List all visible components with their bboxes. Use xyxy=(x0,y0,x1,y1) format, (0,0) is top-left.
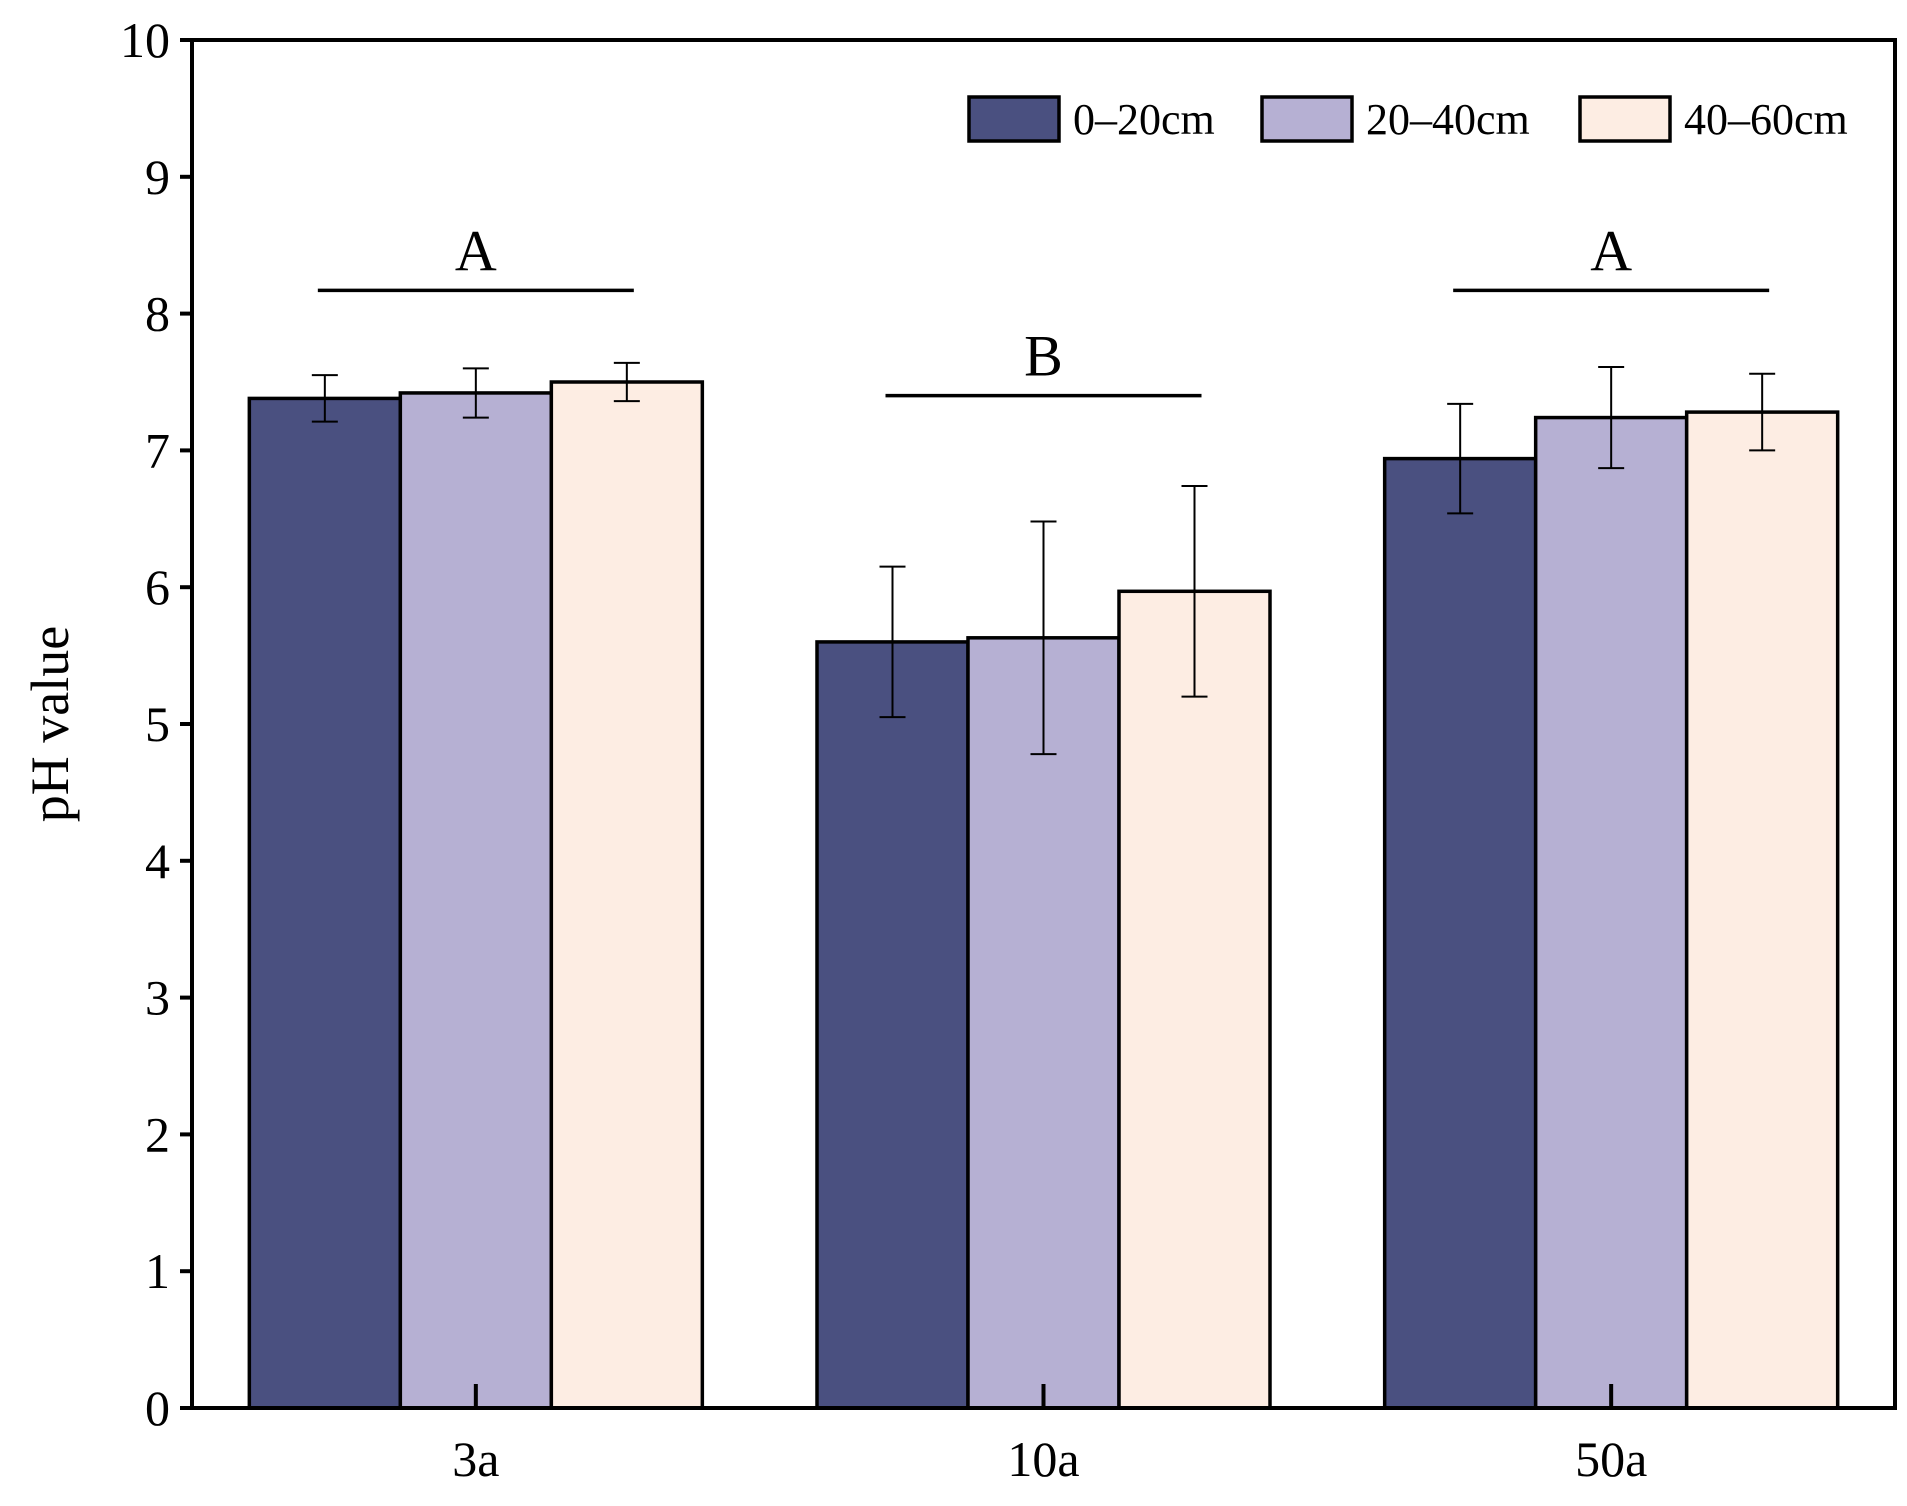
y-tick-label: 1 xyxy=(145,1243,170,1299)
legend-label: 40–60cm xyxy=(1684,95,1848,144)
legend: 0–20cm 20–40cm 40–60cm xyxy=(967,95,1848,144)
y-axis-title: pH value xyxy=(20,626,80,822)
y-axis-ticks: 0 1 2 3 4 5 6 7 8 9 10 xyxy=(120,12,192,1436)
y-tick-label: 7 xyxy=(145,422,170,478)
legend-swatch xyxy=(1578,95,1672,143)
significance-label: A xyxy=(455,218,497,283)
bar-3a-1 xyxy=(398,391,554,1410)
legend-label: 20–40cm xyxy=(1366,95,1530,144)
y-tick-label: 2 xyxy=(145,1106,170,1162)
legend-swatch xyxy=(967,95,1061,143)
plot-area xyxy=(247,361,1840,1410)
y-tick-label: 4 xyxy=(145,833,170,889)
bar-3a-2 xyxy=(549,380,705,1410)
significance-label: A xyxy=(1590,218,1632,283)
y-tick-label: 6 xyxy=(145,559,170,615)
y-tick-label: 3 xyxy=(145,970,170,1026)
x-tick-label: 3a xyxy=(452,1431,499,1487)
bar-50a-0 xyxy=(1382,456,1538,1410)
y-tick-label: 9 xyxy=(145,149,170,205)
legend-label: 0–20cm xyxy=(1073,95,1215,144)
y-tick-label: 10 xyxy=(120,12,170,68)
y-tick-label: 5 xyxy=(145,696,170,752)
x-tick-label: 50a xyxy=(1575,1431,1647,1487)
bar-10a-2 xyxy=(1117,589,1272,1410)
significance-label: B xyxy=(1024,324,1063,389)
y-tick-label: 0 xyxy=(145,1380,170,1436)
x-axis-ticks: 3a 10a 50a xyxy=(452,1384,1647,1487)
bar-50a-2 xyxy=(1684,410,1840,1410)
x-tick-label: 10a xyxy=(1007,1431,1079,1487)
significance-annotations: A B A xyxy=(317,218,1770,398)
bar-3a-0 xyxy=(247,396,403,1410)
y-tick-label: 8 xyxy=(145,286,170,342)
bar-50a-1 xyxy=(1533,415,1689,1410)
bar-10a-1 xyxy=(966,636,1121,1410)
legend-swatch xyxy=(1260,95,1354,143)
bar-10a-0 xyxy=(815,640,970,1410)
